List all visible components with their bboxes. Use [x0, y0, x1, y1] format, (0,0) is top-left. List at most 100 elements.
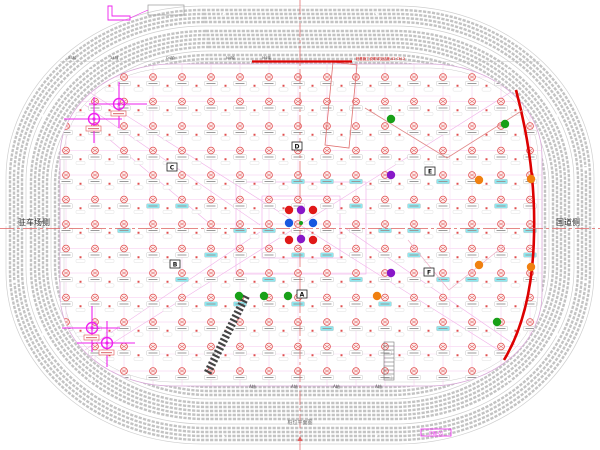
svg-text:N4轴: N4轴 — [226, 55, 235, 60]
pile-marker — [349, 244, 376, 263]
pile-marker — [407, 367, 421, 381]
axis-letter-A: A — [296, 289, 308, 299]
pile-marker — [494, 269, 521, 288]
pile-marker — [494, 220, 521, 239]
pile-marker — [262, 122, 289, 141]
viewport-tag-label: 详图-01 — [429, 430, 444, 436]
pile-marker — [175, 146, 202, 165]
pile-marker — [233, 244, 260, 263]
pile-marker — [233, 318, 260, 337]
pile-marker — [262, 244, 289, 263]
pile-marker — [117, 146, 144, 165]
pile-marker — [320, 293, 347, 312]
pile-marker — [88, 269, 115, 288]
pile-marker — [262, 220, 289, 239]
axis-letter-markers: C D E B A F — [166, 141, 436, 299]
svg-text:A轴: A轴 — [291, 383, 298, 389]
axis-letter-C: C — [166, 162, 178, 172]
pile-marker — [407, 146, 434, 165]
svg-text:A轴: A轴 — [333, 383, 340, 389]
pile-marker — [320, 269, 347, 288]
status-dot-blue — [308, 218, 318, 228]
pile-marker — [349, 171, 376, 190]
svg-text:B: B — [173, 262, 178, 269]
pile-marker — [60, 244, 86, 263]
pile-marker — [436, 73, 463, 92]
pile-marker — [60, 171, 86, 190]
pile-marker — [117, 122, 144, 141]
pile-marker — [436, 293, 463, 312]
pile-marker — [175, 367, 189, 381]
pile-marker — [349, 318, 376, 337]
survey-crosshair — [62, 306, 120, 352]
pile-marker — [291, 73, 318, 92]
status-dot-green — [492, 317, 502, 327]
pile-marker — [262, 195, 289, 214]
pile-marker — [60, 269, 86, 288]
svg-text:A轴: A轴 — [249, 383, 256, 389]
pile-marker — [175, 171, 202, 190]
pile-marker — [465, 293, 492, 312]
detail-callout — [107, 4, 185, 21]
pile-marker — [88, 220, 115, 239]
pile-marker — [378, 244, 405, 263]
pile-marker — [175, 97, 202, 116]
pile-marker — [436, 220, 463, 239]
pile-marker — [465, 220, 492, 239]
pile-marker — [146, 269, 173, 288]
pile-marker — [378, 97, 405, 116]
status-dot-red — [284, 235, 294, 245]
pile-marker — [436, 171, 463, 190]
pile-marker — [407, 244, 434, 263]
pile-marker — [175, 195, 202, 214]
pile-marker — [60, 293, 86, 312]
bottom-title: 桩位平面图 — [287, 419, 312, 426]
pile-marker — [320, 342, 347, 361]
pile-marker — [233, 220, 260, 239]
svg-text:A轴: A轴 — [375, 383, 382, 389]
pile-marker — [465, 318, 492, 337]
survey-crosshair — [89, 82, 147, 128]
pile-marker — [233, 269, 260, 288]
pile-marker — [233, 342, 260, 361]
axis-letter-B: B — [169, 259, 181, 269]
pile-marker — [204, 146, 231, 165]
pile-marker — [407, 97, 434, 116]
status-dot-purple — [296, 234, 306, 244]
svg-text:B4轴: B4轴 — [68, 55, 77, 60]
pile-marker — [465, 269, 492, 288]
status-dot-purple — [296, 205, 306, 215]
pile-marker — [117, 293, 144, 312]
pile-marker — [204, 244, 231, 263]
pile-marker — [262, 318, 289, 337]
pile-marker — [88, 244, 115, 263]
pile-marker — [88, 97, 115, 116]
svg-text:C: C — [170, 165, 175, 172]
pile-marker — [436, 195, 463, 214]
status-dot-green — [283, 291, 293, 301]
survey-crosshairs — [62, 82, 147, 367]
pile-marker — [378, 367, 392, 381]
pile-marker — [465, 146, 492, 165]
svg-text:D4轴: D4轴 — [166, 55, 175, 60]
pile-marker — [465, 97, 492, 116]
status-dot-orange — [474, 260, 484, 270]
top-red-note: 桩基施工说明详见结施-02 CM-2 — [356, 56, 405, 61]
status-dot-blue — [284, 218, 294, 228]
pile-marker — [233, 171, 260, 190]
pile-marker — [407, 269, 434, 288]
pile-marker — [436, 342, 463, 361]
left-side-label: 驻车场侧 — [18, 217, 50, 227]
pile-marker — [407, 293, 434, 312]
pile-marker — [320, 318, 347, 337]
pile-marker — [407, 318, 434, 337]
pile-marker — [349, 220, 376, 239]
detail-shapes — [203, 61, 536, 381]
status-dot-green — [500, 119, 510, 129]
colored-status-dots — [234, 114, 536, 327]
pile-marker — [146, 171, 173, 190]
pile-marker — [349, 122, 376, 141]
svg-text:34轴: 34轴 — [110, 55, 119, 60]
